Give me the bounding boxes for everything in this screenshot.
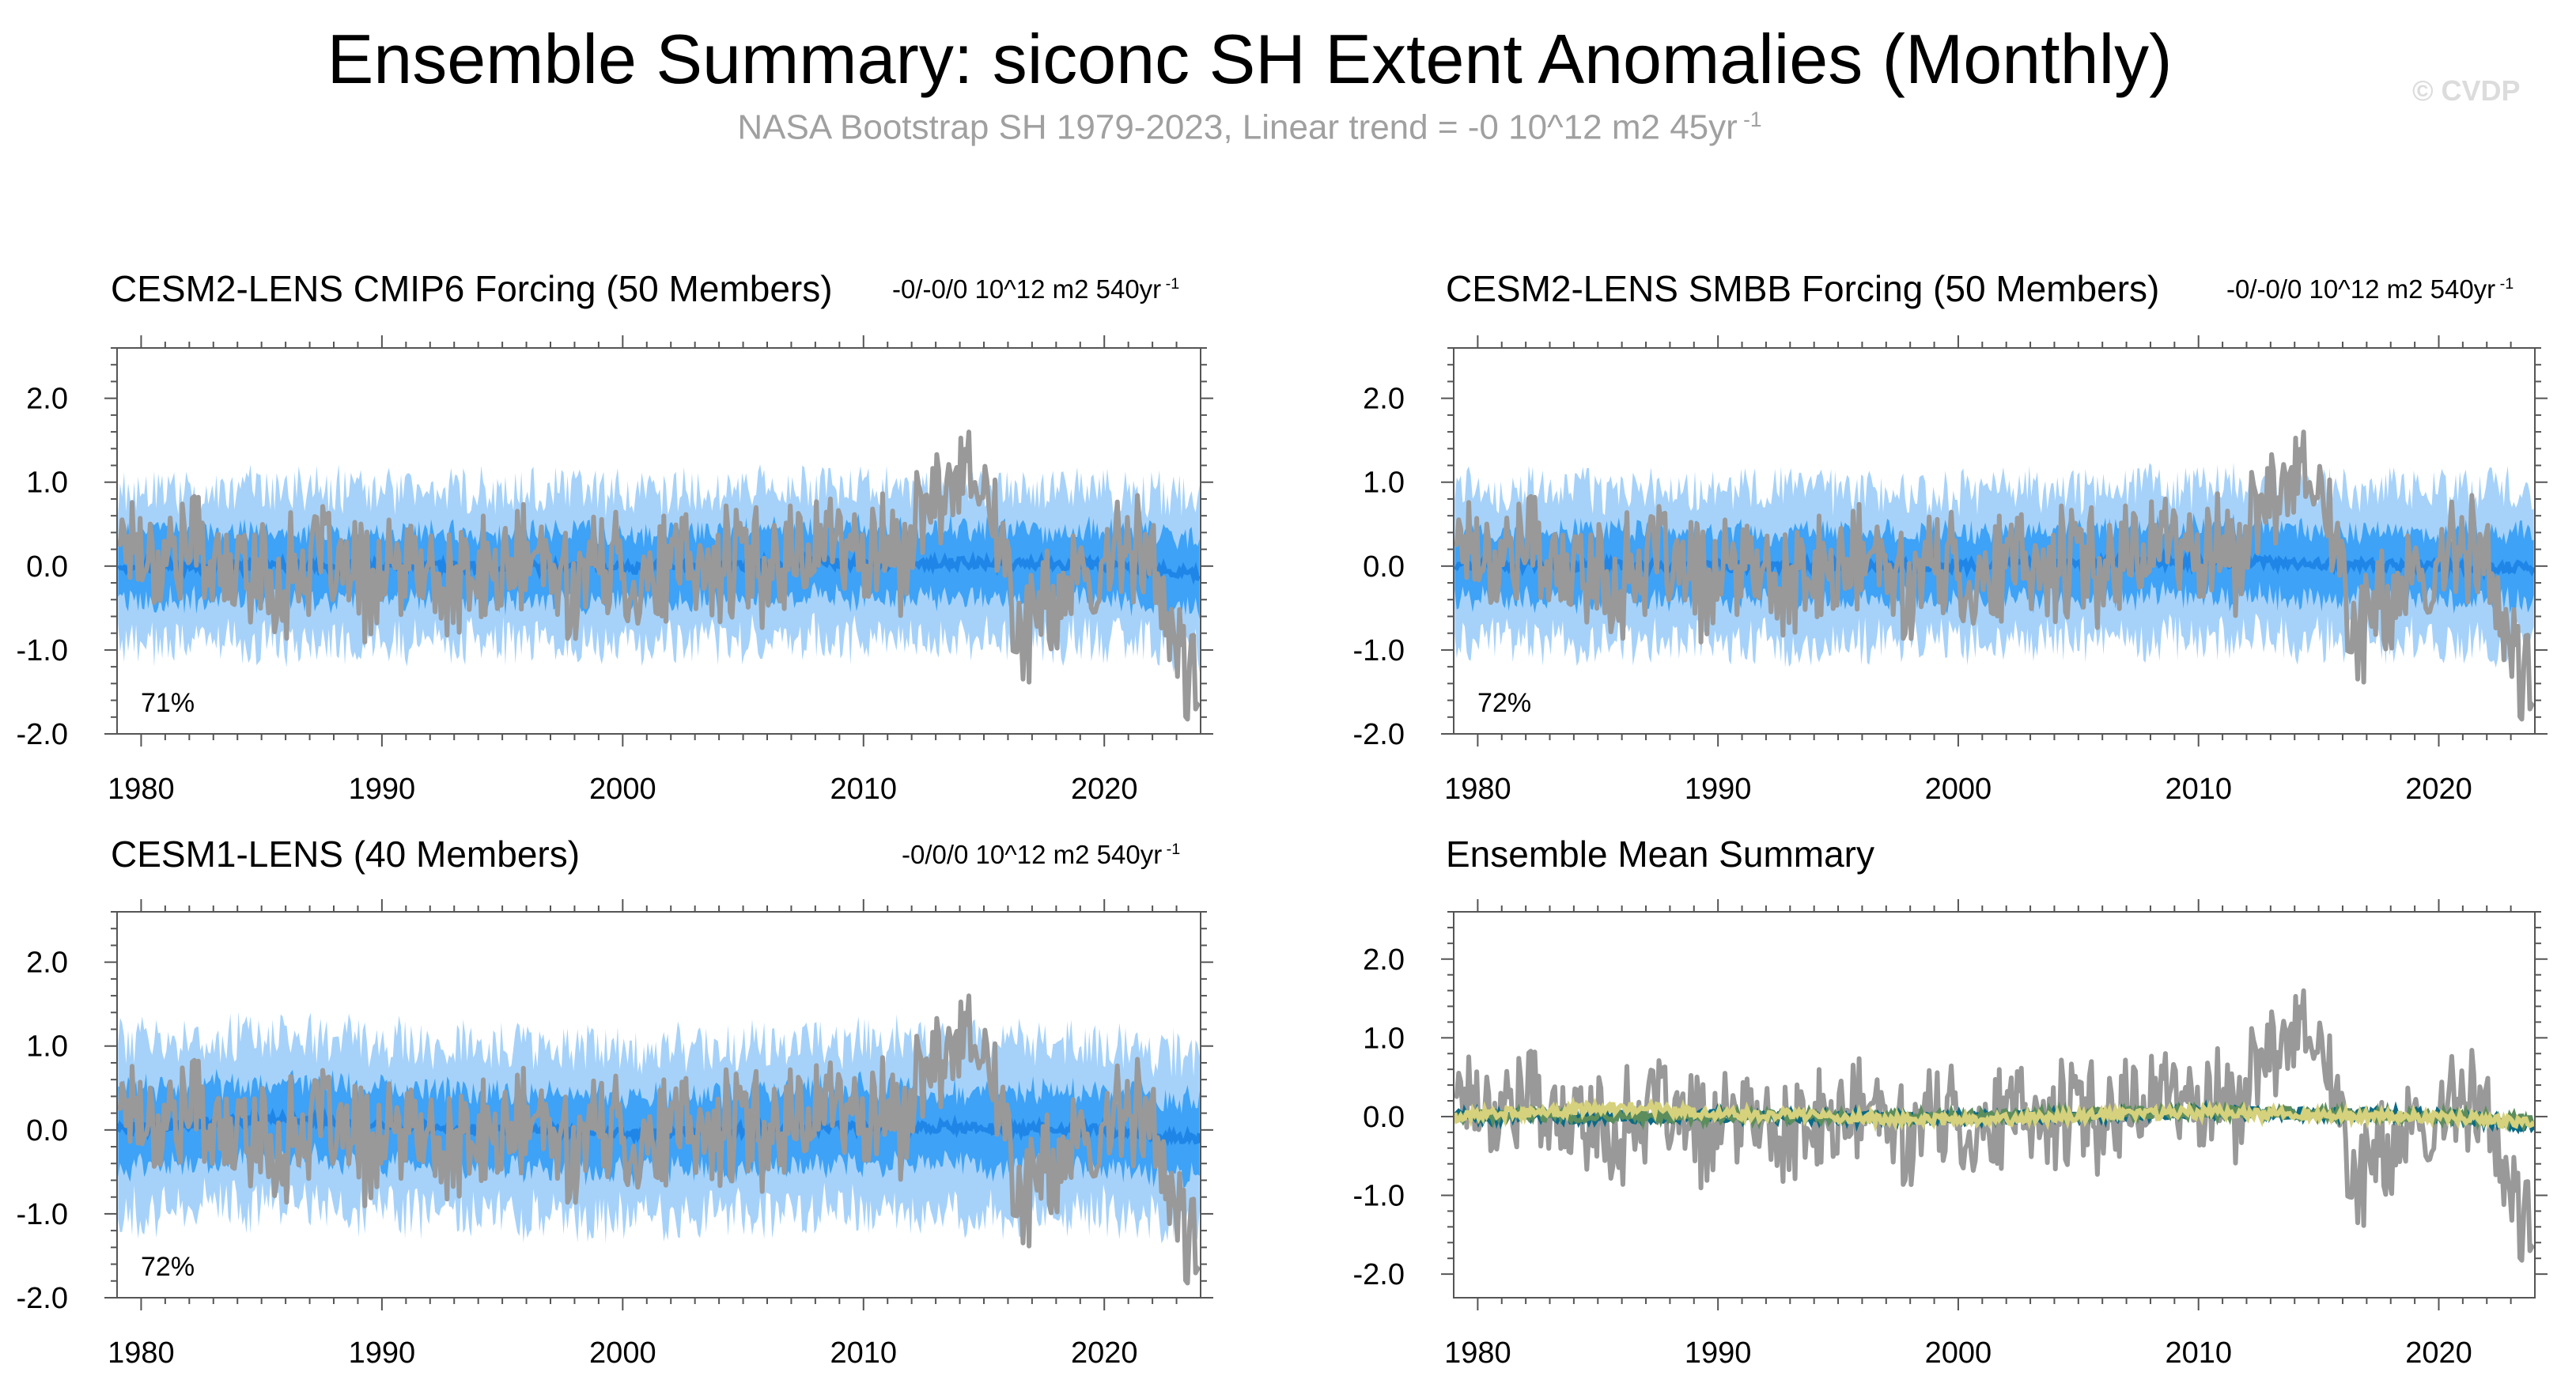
y-tick-label: -1.0	[1353, 634, 1405, 667]
y-tick-label: -2.0	[17, 718, 68, 751]
y-tick-label: 0.0	[1363, 1101, 1405, 1134]
x-tick-label: 1980	[1444, 773, 1511, 806]
y-tick-label: 2.0	[26, 947, 68, 980]
plot-frame	[116, 911, 1201, 1299]
chart-panel-ensemble-mean: 1980 1990 2000 2010 2020 2.0 1.0 0.0 -1.0 -2.0	[1353, 899, 2548, 1370]
trend-text: -0/-0/0 10^12 m2 540yr	[892, 274, 1162, 304]
plot-area	[117, 429, 1201, 722]
cvdp-watermark: © CVDP	[2412, 74, 2521, 107]
x-tick-label: 2000	[1925, 773, 1992, 806]
plot-area	[1454, 988, 2535, 1263]
subtitle-text: NASA Bootstrap SH 1979-2023, Linear tren…	[737, 108, 1738, 147]
x-tick-label: 1980	[108, 1336, 175, 1370]
x-tick-label: 1980	[1444, 1336, 1511, 1370]
y-tick-label: -1.0	[1353, 1180, 1405, 1213]
panel-trend-cesm2-smbb: -0/-0/0 10^12 m2 540yr -1	[2226, 274, 2514, 304]
plot-frame	[116, 347, 1201, 735]
y-tick-label: 1.0	[26, 467, 68, 500]
y-tick-label: -2.0	[1353, 1258, 1405, 1291]
x-tick-label: 2020	[1071, 773, 1138, 806]
percent-label: 72%	[141, 1252, 195, 1282]
y-tick-label: -2.0	[17, 1282, 68, 1315]
trend-text: -0/-0/0 10^12 m2 540yr	[2226, 274, 2496, 304]
plot-area	[117, 993, 1201, 1286]
observations-line	[117, 429, 1201, 722]
y-tick-label: 0.0	[1363, 550, 1405, 584]
y-tick-label: 0.0	[26, 550, 68, 584]
x-tick-label: 2020	[1071, 1336, 1138, 1370]
x-tick-label: 2020	[2405, 773, 2472, 806]
chart-panel-cesm2-smbb: 1980 1990 2000 2010 2020 2.0 1.0 0.0 -1.0 -2.0 72%	[1353, 335, 2548, 806]
subtitle-superscript: -1	[1737, 108, 1762, 131]
percent-label: 72%	[1477, 688, 1531, 718]
plot-frame	[1453, 911, 2536, 1299]
panel-trend-cesm1: -0/0/0 10^12 m2 540yr -1	[902, 840, 1180, 870]
panel-title-ensemble-mean: Ensemble Mean Summary	[1446, 834, 1874, 875]
chart-panel-cesm2-cmip6: 1980 1990 2000 2010 2020 2.0 1.0 0.0 -1.0 -2.0 71%	[17, 335, 1213, 806]
chart-panel-cesm1: 1980 1990 2000 2010 2020 2.0 1.0 0.0 -1.0 -2.0 72%	[17, 899, 1213, 1370]
x-tick-label: 2010	[2165, 1336, 2232, 1370]
y-tick-label: 1.0	[26, 1030, 68, 1064]
x-tick-label: 1990	[349, 773, 416, 806]
y-tick-label: 2.0	[1363, 383, 1405, 416]
y-tick-label: 1.0	[1363, 467, 1405, 500]
trend-text: -0/0/0 10^12 m2 540yr	[902, 840, 1163, 869]
y-tick-label: -1.0	[17, 634, 68, 667]
panel-trend-cesm2-cmip6: -0/-0/0 10^12 m2 540yr -1	[892, 274, 1179, 304]
x-tick-label: 2010	[2165, 773, 2232, 806]
y-tick-label: 2.0	[1363, 943, 1405, 977]
y-tick-label: -1.0	[17, 1198, 68, 1231]
x-tick-label: 2010	[830, 773, 898, 806]
x-tick-label: 2000	[1925, 1336, 1992, 1370]
x-tick-label: 1980	[108, 773, 175, 806]
y-tick-label: 1.0	[1363, 1022, 1405, 1055]
panel-title-cesm2-cmip6: CESM2-LENS CMIP6 Forcing (50 Members)	[111, 268, 833, 309]
trend-superscript: -1	[1161, 275, 1180, 293]
percent-label: 71%	[141, 688, 195, 718]
x-tick-label: 1990	[1685, 1336, 1752, 1370]
y-tick-label: 0.0	[26, 1114, 68, 1147]
panel-title-cesm1: CESM1-LENS (40 Members)	[111, 834, 581, 875]
x-tick-label: 2000	[589, 773, 656, 806]
y-tick-label: -2.0	[1353, 718, 1405, 751]
observations-line	[1454, 429, 2535, 722]
page-title: Ensemble Summary: siconc SH Extent Anoma…	[327, 20, 2173, 98]
x-tick-label: 2000	[589, 1336, 656, 1370]
panel-title-cesm2-smbb: CESM2-LENS SMBB Forcing (50 Members)	[1446, 268, 2160, 309]
observations-line	[1454, 988, 2535, 1263]
observations-line	[117, 993, 1201, 1286]
x-tick-label: 2010	[830, 1336, 898, 1370]
x-tick-label: 1990	[1685, 773, 1752, 806]
trend-superscript: -1	[1162, 841, 1181, 858]
page-subtitle: NASA Bootstrap SH 1979-2023, Linear tren…	[0, 108, 2499, 148]
y-tick-label: 2.0	[26, 383, 68, 416]
trend-superscript: -1	[2495, 275, 2514, 293]
cesm1-mean-line	[1454, 1095, 2535, 1132]
x-tick-label: 2020	[2405, 1336, 2472, 1370]
plot-frame	[1453, 347, 2536, 735]
plot-area	[1454, 429, 2535, 722]
x-tick-label: 1990	[349, 1336, 416, 1370]
